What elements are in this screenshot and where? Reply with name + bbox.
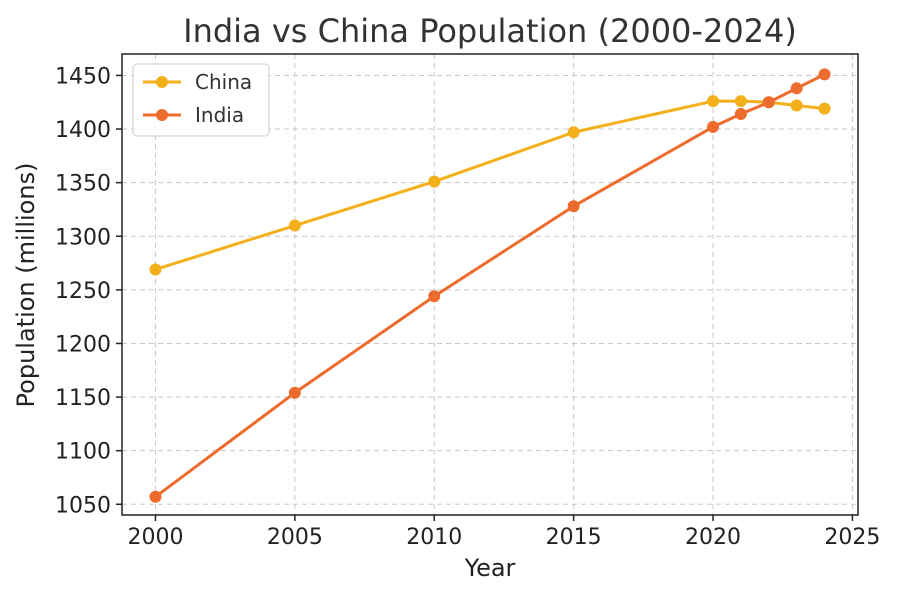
x-tick-label: 2010 [406,525,462,550]
series-layer [149,68,831,503]
legend: China India [132,63,270,137]
x-tick-label: 2020 [685,525,741,550]
data-point-india [790,82,803,95]
legend-item-china: China [143,70,252,94]
axes: 2000 2005 2010 2015 2020 2025 1050 1100 1150 1200… [55,53,880,550]
data-point-india [734,108,747,121]
data-point-india [428,290,441,303]
x-tick-label: 2000 [127,525,183,550]
data-point-india [707,120,720,133]
data-point-india [149,490,162,503]
y-tick-label: 1350 [55,172,111,197]
legend-label: China [195,70,252,94]
data-point-china [149,263,162,276]
data-point-china [734,95,747,108]
plot-frame [121,53,859,516]
y-axis-label: Population (millions) [12,163,40,408]
chart-title: India vs China Population (2000-2024) [183,12,797,50]
series-line-india [154,73,826,498]
legend-swatch-marker [156,76,168,88]
x-tick-label: 2015 [546,525,602,550]
data-point-china [567,126,580,139]
x-tick-label: 2025 [824,525,880,550]
x-tick-label: 2005 [267,525,323,550]
y-tick-label: 1100 [55,440,111,465]
y-tick-label: 1400 [55,118,111,143]
data-point-china [818,102,831,115]
data-point-china [707,95,720,108]
data-point-china [790,99,803,112]
series-india [149,68,831,503]
data-point-china [288,219,301,232]
y-tick-label: 1300 [55,225,111,250]
legend-label: India [195,103,244,127]
y-tick-label: 1200 [55,332,111,357]
y-tick-label: 1450 [55,64,111,89]
y-tick-label: 1250 [55,279,111,304]
data-point-india [818,68,831,81]
x-axis-label: Year [464,554,516,582]
data-point-india [762,96,775,109]
data-point-china [428,175,441,188]
y-tick-label: 1150 [55,386,111,411]
y-tick-label: 1050 [55,493,111,518]
legend-item-india: India [143,103,244,127]
data-point-india [567,200,580,213]
legend-swatch-marker [156,109,168,121]
data-point-india [288,386,301,399]
